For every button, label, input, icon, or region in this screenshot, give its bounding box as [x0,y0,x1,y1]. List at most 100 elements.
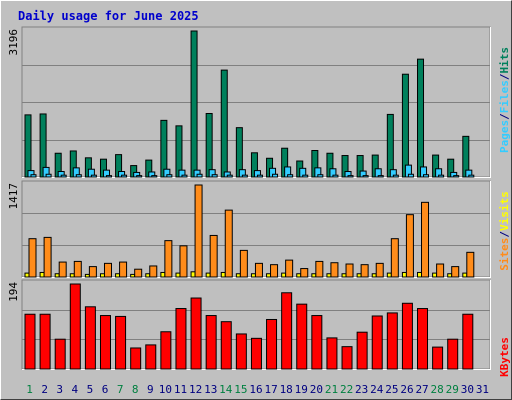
pages-bar [392,174,399,178]
x-tick-label: 4 [72,383,79,396]
visits-bar [281,272,287,278]
hits-bar [190,30,198,178]
sites-bar [149,265,158,278]
visits-bar [99,273,105,278]
x-tick-label: 22 [340,383,353,396]
x-tick-label: 25 [385,383,398,396]
legend-entry: Visits [498,191,511,231]
visits-bar [311,273,317,278]
pages-bar [166,174,173,178]
pages-bar [151,175,158,178]
kbytes-bar [145,344,157,370]
pages-bar [60,174,67,178]
kbytes-bar [296,303,308,370]
x-tick-label: 3 [56,383,63,396]
pages-bar [90,174,97,178]
visits-bar [24,272,30,278]
visits-bar [447,273,453,278]
sites-bar [270,264,279,278]
hits-bar [175,125,183,178]
x-tick-label: 17 [264,383,277,396]
pages-bar [272,173,279,178]
sites-bar [43,236,52,278]
hits-bar [401,73,409,178]
visits-bar [401,271,407,278]
kbytes-bar [356,331,368,370]
visits-bar [175,272,181,278]
x-tick-label: 27 [415,383,428,396]
plot-bevel-2 [22,181,491,278]
y-max-label: 194 [7,282,20,302]
pages-bar [347,175,354,178]
x-tick-label: 23 [355,383,368,396]
x-tick-label: 14 [219,383,233,396]
visits-bar [190,271,196,278]
kbytes-bar [401,302,413,370]
legend-2: Sites/Visits [498,191,511,271]
sites-bar [360,264,369,278]
hits-bar [24,114,32,178]
sites-bar [179,245,188,278]
x-tick-label: 24 [370,383,384,396]
pages-bar [377,175,384,178]
visits-bar [39,271,45,278]
sites-bar [466,251,475,278]
x-tick-label: 30 [461,383,474,396]
kbytes-bar [205,315,217,370]
kbytes-bar [69,283,81,370]
pages-bar [256,174,263,178]
pages-bar [317,174,324,178]
x-tick-label: 9 [147,383,154,396]
pages-bar [136,175,143,178]
visits-bar [371,273,377,278]
x-tick-label: 19 [295,383,308,396]
kbytes-bar [447,338,459,370]
visits-bar [54,273,60,278]
sites-bar [254,262,263,278]
x-tick-label: 11 [174,383,187,396]
visits-bar [130,273,136,278]
sites-bar [73,260,82,278]
x-tick-label: 13 [204,383,217,396]
x-tick-label: 31 [476,383,489,396]
kbytes-bar [24,313,36,370]
kbytes-bar [190,297,202,370]
visits-bar [205,272,211,278]
legend-entry: Pages [498,120,511,153]
legend-entry: Sites [498,238,511,271]
legend-entry: KBytes [498,337,511,377]
kbytes-bar [99,315,111,370]
legend-3: KBytes [498,337,511,377]
sites-bar [194,184,203,278]
visits-bar [326,273,332,278]
kbytes-bar [432,346,444,370]
sites-bar [315,260,324,278]
kbytes-bar [130,347,142,370]
x-tick-label: 16 [249,383,262,396]
hits-bar [417,58,425,178]
kbytes-bar [235,333,247,370]
kbytes-bar [160,331,172,370]
legend-entry: / [498,113,511,120]
pages-bar [226,174,233,178]
sites-bar [345,263,354,278]
chart-title: Daily usage for June 2025 [18,9,199,23]
visits-bar [250,273,256,278]
kbytes-bar [250,337,262,370]
visits-bar [115,273,121,278]
sites-bar [134,268,143,278]
y-max-label: 1417 [7,183,20,210]
pages-bar [423,174,430,178]
plot-bevel-3 [22,280,491,370]
sites-bar [330,262,339,278]
hits-bar [205,113,213,178]
visits-bar [296,273,302,278]
kbytes-bar [39,313,51,370]
kbytes-bar [417,308,429,370]
kbytes-bar [341,346,353,370]
sites-bar [164,240,173,278]
plot-area-2 [21,180,491,278]
visits-bar [462,272,468,278]
kbytes-bar [371,315,383,370]
